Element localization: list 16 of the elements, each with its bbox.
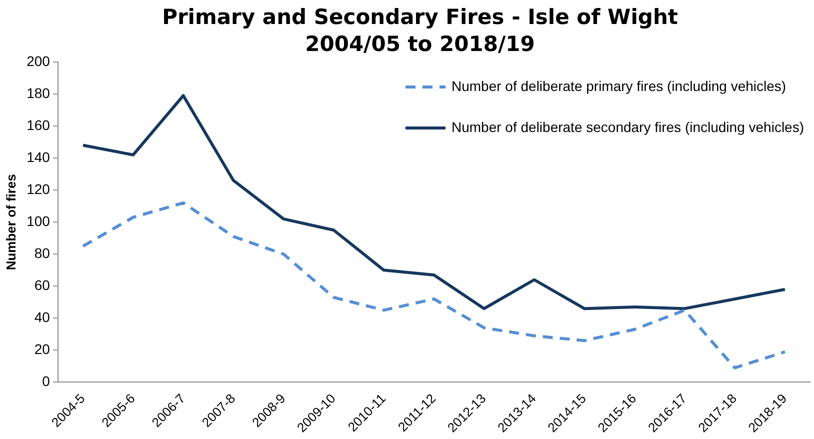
legend-label: Number of deliberate primary fires (including vehicles) — [452, 78, 786, 94]
y-tick-label: 200 — [26, 52, 50, 69]
y-tick-label: 160 — [26, 116, 50, 133]
y-tick-label: 40 — [34, 309, 50, 326]
y-tick-label: 100 — [26, 212, 50, 229]
y-tick-label: 180 — [26, 84, 50, 101]
y-tick-label: 20 — [34, 341, 50, 358]
y-tick-label: 60 — [34, 277, 50, 294]
y-tick-label: 0 — [42, 373, 50, 390]
y-tick-label: 120 — [26, 180, 50, 197]
y-tick-label: 80 — [34, 245, 50, 261]
chart-title: Primary and Secondary Fires - Isle of Wight 2004/05 to 2018/19 — [161, 4, 679, 58]
line-series — [82, 201, 786, 370]
y-axis-title: Number of fires — [3, 174, 18, 270]
legend-label: Number of deliberate secondary fires (including vehicles) — [452, 118, 804, 135]
y-tick-label: 140 — [26, 148, 50, 165]
